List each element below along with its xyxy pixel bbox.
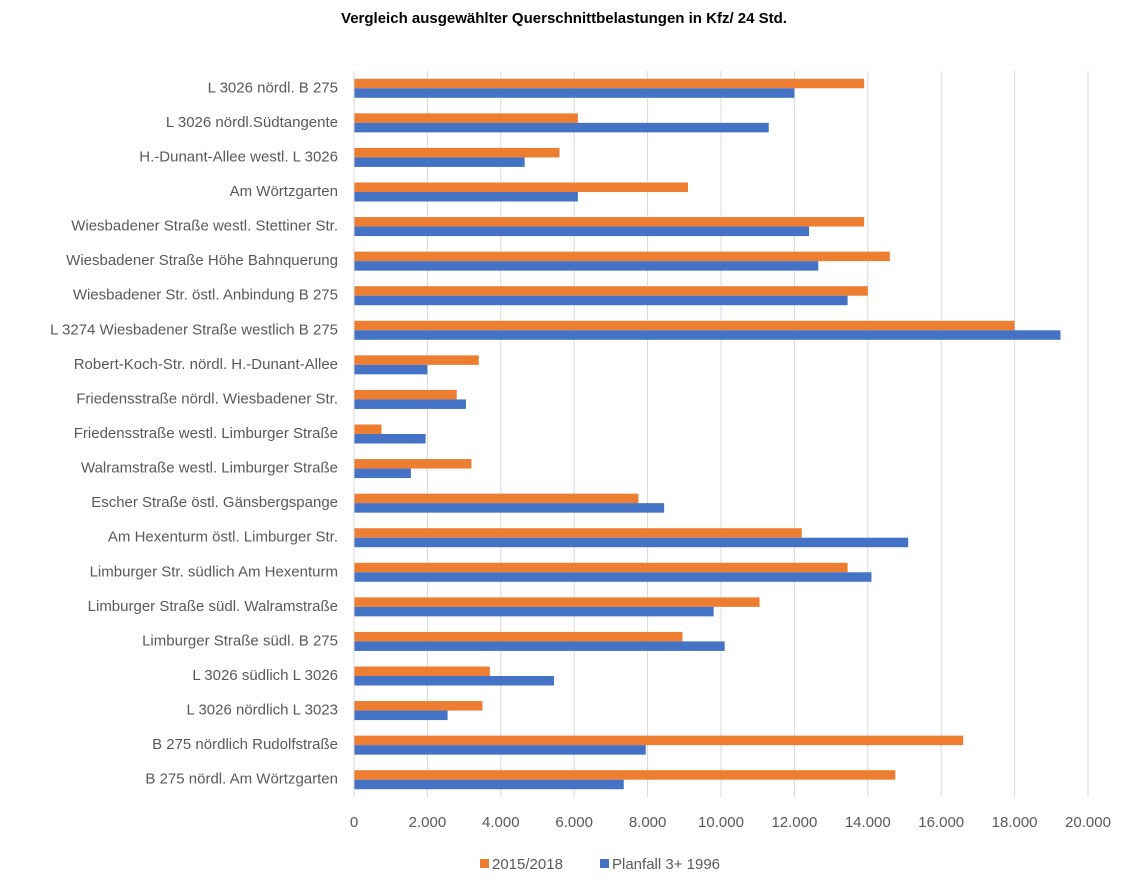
y-tick-label: Escher Straße östl. Gänsbergspange (91, 494, 338, 511)
bar (354, 226, 810, 237)
y-tick-label: Robert-Koch-Str. nördl. H.-Dunant-Allee (74, 356, 338, 373)
bar (354, 217, 865, 227)
bar (354, 355, 479, 365)
bar (354, 182, 688, 192)
bar (354, 192, 578, 202)
legend-label: 2015/2018 (492, 856, 563, 873)
bar (354, 562, 848, 573)
bar (354, 779, 624, 790)
bar (354, 745, 646, 755)
x-tick-label: 16.000 (918, 814, 964, 831)
bar (354, 459, 472, 469)
x-tick-label: 6.000 (555, 814, 593, 831)
y-tick-label: Limburger Straße südl. Walramstraße (88, 598, 338, 615)
y-tick-label: L 3026 nördl. B 275 (208, 79, 338, 96)
bar (354, 113, 578, 123)
bar (354, 147, 560, 158)
x-tick-label: 20.000 (1065, 814, 1111, 831)
x-tick-label: 0 (350, 814, 358, 831)
x-tick-label: 10.000 (698, 814, 744, 831)
bar (354, 735, 964, 746)
bar (354, 389, 457, 400)
y-tick-label: B 275 nördl. Am Wörtzgarten (145, 771, 338, 788)
y-tick-label: Friedensstraße westl. Limburger Straße (74, 425, 338, 442)
bar (354, 631, 683, 642)
bar (354, 364, 428, 375)
x-tick-label: 18.000 (992, 814, 1038, 831)
bar (354, 606, 714, 617)
bar (354, 88, 795, 98)
bar (354, 122, 769, 133)
legend-swatch (480, 859, 489, 868)
y-tick-label: B 275 nördlich Rudolfstraße (152, 736, 338, 753)
x-tick-label: 12.000 (771, 814, 817, 831)
bar (354, 710, 448, 721)
bar (354, 641, 725, 651)
bar (354, 434, 426, 444)
bar (354, 701, 483, 711)
legend-label: Planfall 3+ 1996 (612, 856, 720, 873)
bar (354, 676, 555, 686)
bar (354, 286, 868, 296)
bar (354, 493, 639, 504)
bar (354, 330, 1061, 340)
bar (354, 537, 909, 548)
y-tick-label: Wiesbadener Str. östl. Anbindung B 275 (73, 287, 338, 304)
x-tick-label: 14.000 (845, 814, 891, 831)
bar (354, 597, 760, 607)
legend-swatch (600, 859, 609, 868)
x-tick-label: 8.000 (629, 814, 667, 831)
chart-title: Vergleich ausgewählter Querschnittbelast… (341, 10, 787, 27)
bar (354, 503, 665, 513)
bar (354, 468, 411, 479)
y-tick-label: L 3026 südlich L 3026 (192, 667, 338, 684)
bar (354, 528, 802, 538)
bar (354, 572, 872, 582)
y-tick-label: Am Wörtzgarten (230, 183, 338, 200)
y-tick-label: Wiesbadener Straße westl. Stettiner Str. (71, 218, 338, 235)
bar (354, 399, 466, 409)
bar (354, 320, 1015, 331)
y-tick-label: Limburger Str. südlich Am Hexenturm (90, 563, 338, 580)
x-tick-label: 4.000 (482, 814, 520, 831)
bar (354, 157, 525, 167)
bar (354, 295, 848, 306)
bar (354, 424, 382, 434)
y-tick-label: L 3274 Wiesbadener Straße westlich B 275 (50, 321, 338, 338)
y-tick-label: Friedensstraße nördl. Wiesbadener Str. (76, 390, 338, 407)
bar (354, 78, 865, 89)
y-tick-label: L 3026 nördl.Südtangente (166, 114, 338, 131)
y-tick-label: Am Hexenturm östl. Limburger Str. (108, 529, 338, 546)
y-tick-label: H.-Dunant-Allee westl. L 3026 (139, 148, 338, 165)
y-tick-label: Wiesbadener Straße Höhe Bahnquerung (66, 252, 338, 269)
bar (354, 770, 896, 780)
bar (354, 261, 819, 271)
bar (354, 666, 490, 676)
y-tick-label: L 3026 nördlich L 3023 (186, 702, 338, 719)
y-tick-label: Walramstraße westl. Limburger Straße (81, 460, 338, 477)
bar (354, 251, 890, 262)
x-tick-label: 2.000 (409, 814, 447, 831)
y-tick-label: Limburger Straße südl. B 275 (142, 632, 338, 649)
